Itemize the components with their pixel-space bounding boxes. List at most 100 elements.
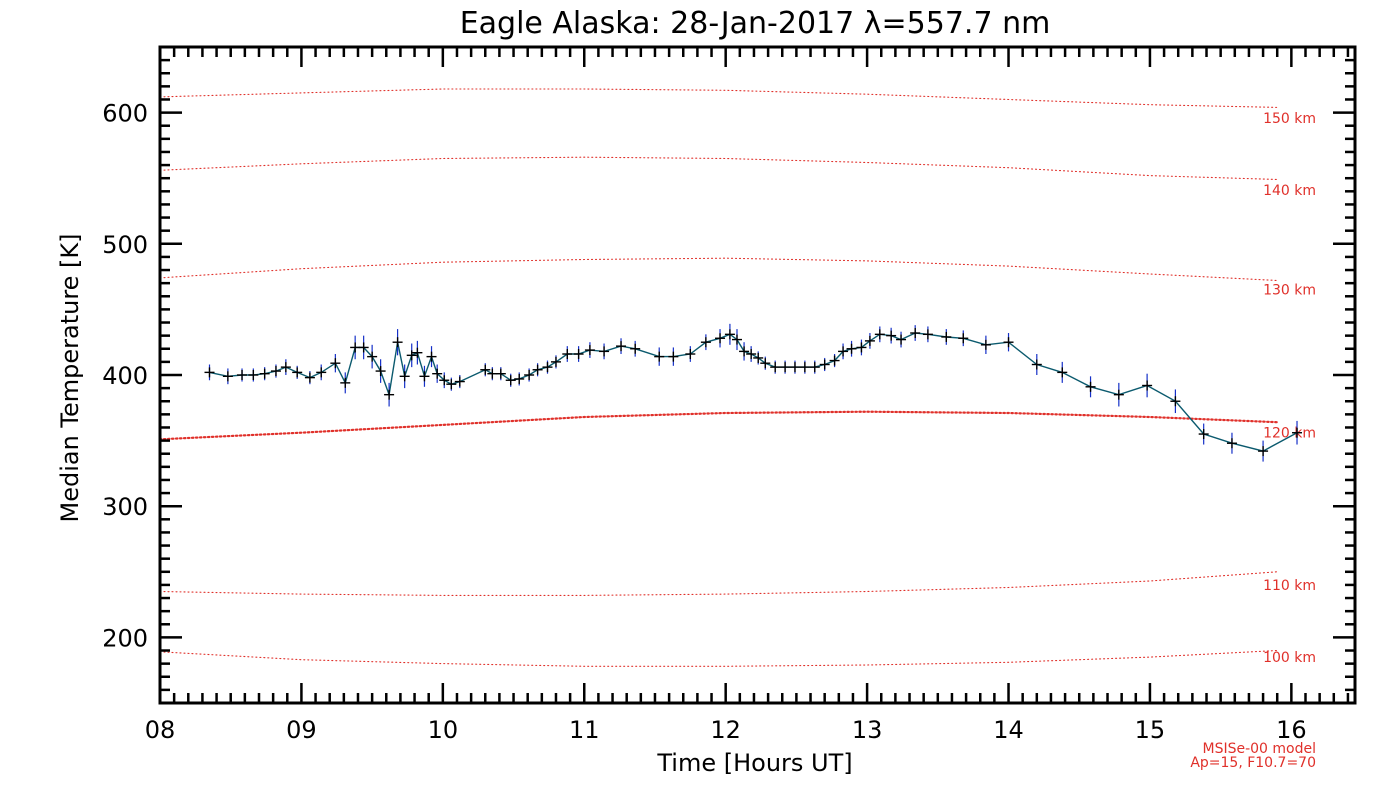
- y-tick-label: 500: [102, 231, 148, 259]
- axis-tick-labels: 08 09 10 11 12 13 14 15 16 200 300 400 500 600: [102, 100, 1306, 744]
- model-line-label: 110 km: [1263, 578, 1316, 594]
- model-line-label: 120 km: [1263, 426, 1316, 442]
- y-tick-label: 300: [102, 493, 148, 521]
- model-line-130-km: [159, 257, 1278, 282]
- x-tick-label: 15: [1135, 716, 1166, 744]
- model-line-110-km: [159, 571, 1278, 596]
- y-axis-title: Median Temperature [K]: [56, 233, 84, 522]
- data-point: [731, 334, 742, 345]
- data-point: [819, 359, 830, 370]
- data-point: [259, 368, 270, 379]
- x-tick-label: 13: [852, 716, 883, 744]
- data-point: [248, 370, 259, 380]
- data-point: [454, 376, 465, 387]
- data-point: [375, 366, 386, 377]
- data-point: [316, 367, 327, 378]
- x-tick-label: 16: [1276, 716, 1307, 744]
- data-point: [1003, 337, 1014, 348]
- data-point: [1057, 367, 1068, 378]
- model-line-100-km: [159, 649, 1278, 667]
- data-point: [514, 373, 525, 384]
- data-point: [340, 377, 351, 388]
- data-point: [204, 367, 215, 378]
- plot-frame: [158, 45, 1357, 705]
- model-line-label: 100 km: [1263, 650, 1316, 666]
- data-point: [505, 375, 516, 386]
- data-point: [237, 370, 248, 380]
- model-line-label: 130 km: [1263, 283, 1316, 299]
- data-point: [864, 335, 875, 346]
- model-note: MSISe-00 model: [1202, 741, 1316, 757]
- data-point: [480, 364, 491, 375]
- data-point: [922, 329, 933, 340]
- data-series: [204, 323, 1303, 462]
- data-point: [910, 328, 921, 339]
- data-point: [789, 362, 800, 373]
- data-point: [958, 333, 969, 344]
- data-point: [550, 356, 561, 367]
- data-point: [367, 351, 378, 362]
- data-point: [874, 329, 885, 340]
- y-tick-label: 200: [102, 624, 148, 652]
- data-point: [270, 366, 281, 377]
- data-point: [739, 346, 750, 357]
- data-point: [1085, 381, 1096, 392]
- x-tick-label: 09: [286, 716, 317, 744]
- data-point: [753, 352, 764, 363]
- data-point: [1031, 359, 1042, 370]
- data-point: [715, 333, 726, 344]
- data-point: [406, 350, 417, 361]
- data-point: [809, 362, 820, 373]
- model-line-120-km: [158, 410, 1279, 441]
- data-point: [780, 362, 791, 373]
- data-point: [524, 370, 535, 380]
- data-point: [746, 349, 757, 360]
- data-point: [1226, 438, 1237, 449]
- x-tick-label: 11: [569, 716, 600, 744]
- data-point: [358, 342, 369, 353]
- data-point: [668, 351, 679, 362]
- data-point: [280, 362, 291, 373]
- data-point: [724, 329, 735, 340]
- data-point: [222, 371, 233, 382]
- model-line-label: 140 km: [1263, 183, 1316, 199]
- data-point: [1170, 396, 1181, 407]
- x-tick-label: 08: [145, 716, 176, 744]
- axis-ticks: [158, 45, 1355, 705]
- y-tick-label: 400: [102, 362, 148, 390]
- data-point: [1292, 427, 1303, 438]
- data-point: [980, 339, 991, 350]
- chart-title: Eagle Alaska: 28-Jan-2017 λ=557.7 nm: [460, 6, 1051, 41]
- data-point: [846, 343, 857, 354]
- data-point: [630, 343, 641, 354]
- data-point: [392, 337, 403, 348]
- data-point: [432, 368, 443, 379]
- data-point: [896, 334, 907, 345]
- data-point: [304, 372, 315, 383]
- data-point: [399, 371, 410, 382]
- x-tick-label: 14: [993, 716, 1024, 744]
- model-lines: [158, 88, 1279, 667]
- x-axis-title: Time [Hours UT]: [656, 749, 852, 777]
- data-point: [542, 362, 553, 373]
- data-point: [770, 362, 781, 373]
- data-point: [599, 346, 610, 357]
- data-point: [584, 345, 595, 356]
- model-line-140-km: [159, 156, 1278, 181]
- data-point: [495, 368, 506, 379]
- data-point: [573, 349, 584, 360]
- data-point: [446, 379, 457, 390]
- data-point: [439, 375, 450, 386]
- model-params-note: Ap=15, F10.7=70: [1190, 755, 1316, 771]
- data-point: [886, 330, 897, 341]
- data-point: [685, 349, 696, 360]
- x-tick-label: 10: [428, 716, 459, 744]
- data-point: [350, 342, 361, 353]
- model-line-150-km: [159, 88, 1278, 108]
- data-point: [1113, 389, 1124, 400]
- model-line-label: 150 km: [1263, 111, 1316, 127]
- data-point: [616, 341, 627, 352]
- data-point: [856, 342, 867, 353]
- data-point: [760, 358, 771, 369]
